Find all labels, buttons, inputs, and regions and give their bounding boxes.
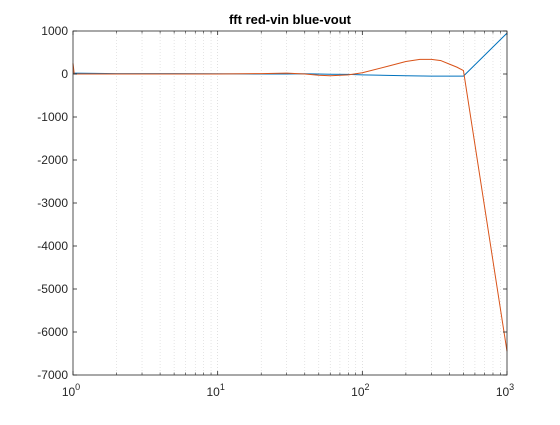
x-tick-label: 102 — [351, 382, 369, 399]
y-tick-label: -3000 — [37, 196, 68, 210]
y-tick-label: -7000 — [37, 368, 68, 382]
y-tick-label: 1000 — [41, 24, 68, 38]
y-tick-label: -5000 — [37, 282, 68, 296]
grid — [116, 31, 501, 375]
x-tick-label: 100 — [62, 382, 80, 399]
y-tick-label: -4000 — [37, 239, 68, 253]
y-tick-label: 0 — [61, 67, 68, 81]
x-tick-label: 103 — [496, 382, 514, 399]
y-tick-label: -1000 — [37, 110, 68, 124]
plot-area — [73, 31, 507, 375]
y-tick-label: -6000 — [37, 325, 68, 339]
x-tick-label: 101 — [206, 382, 224, 399]
axes: 1000 0 -1000 -2000 -3000 -4000 -5000 -6000 -7000… — [37, 24, 514, 399]
chart-title: fft red-vin blue-vout — [229, 12, 352, 27]
series-line-2 — [72, 58, 508, 352]
series-layer — [72, 32, 508, 352]
y-tick-label: -2000 — [37, 153, 68, 167]
